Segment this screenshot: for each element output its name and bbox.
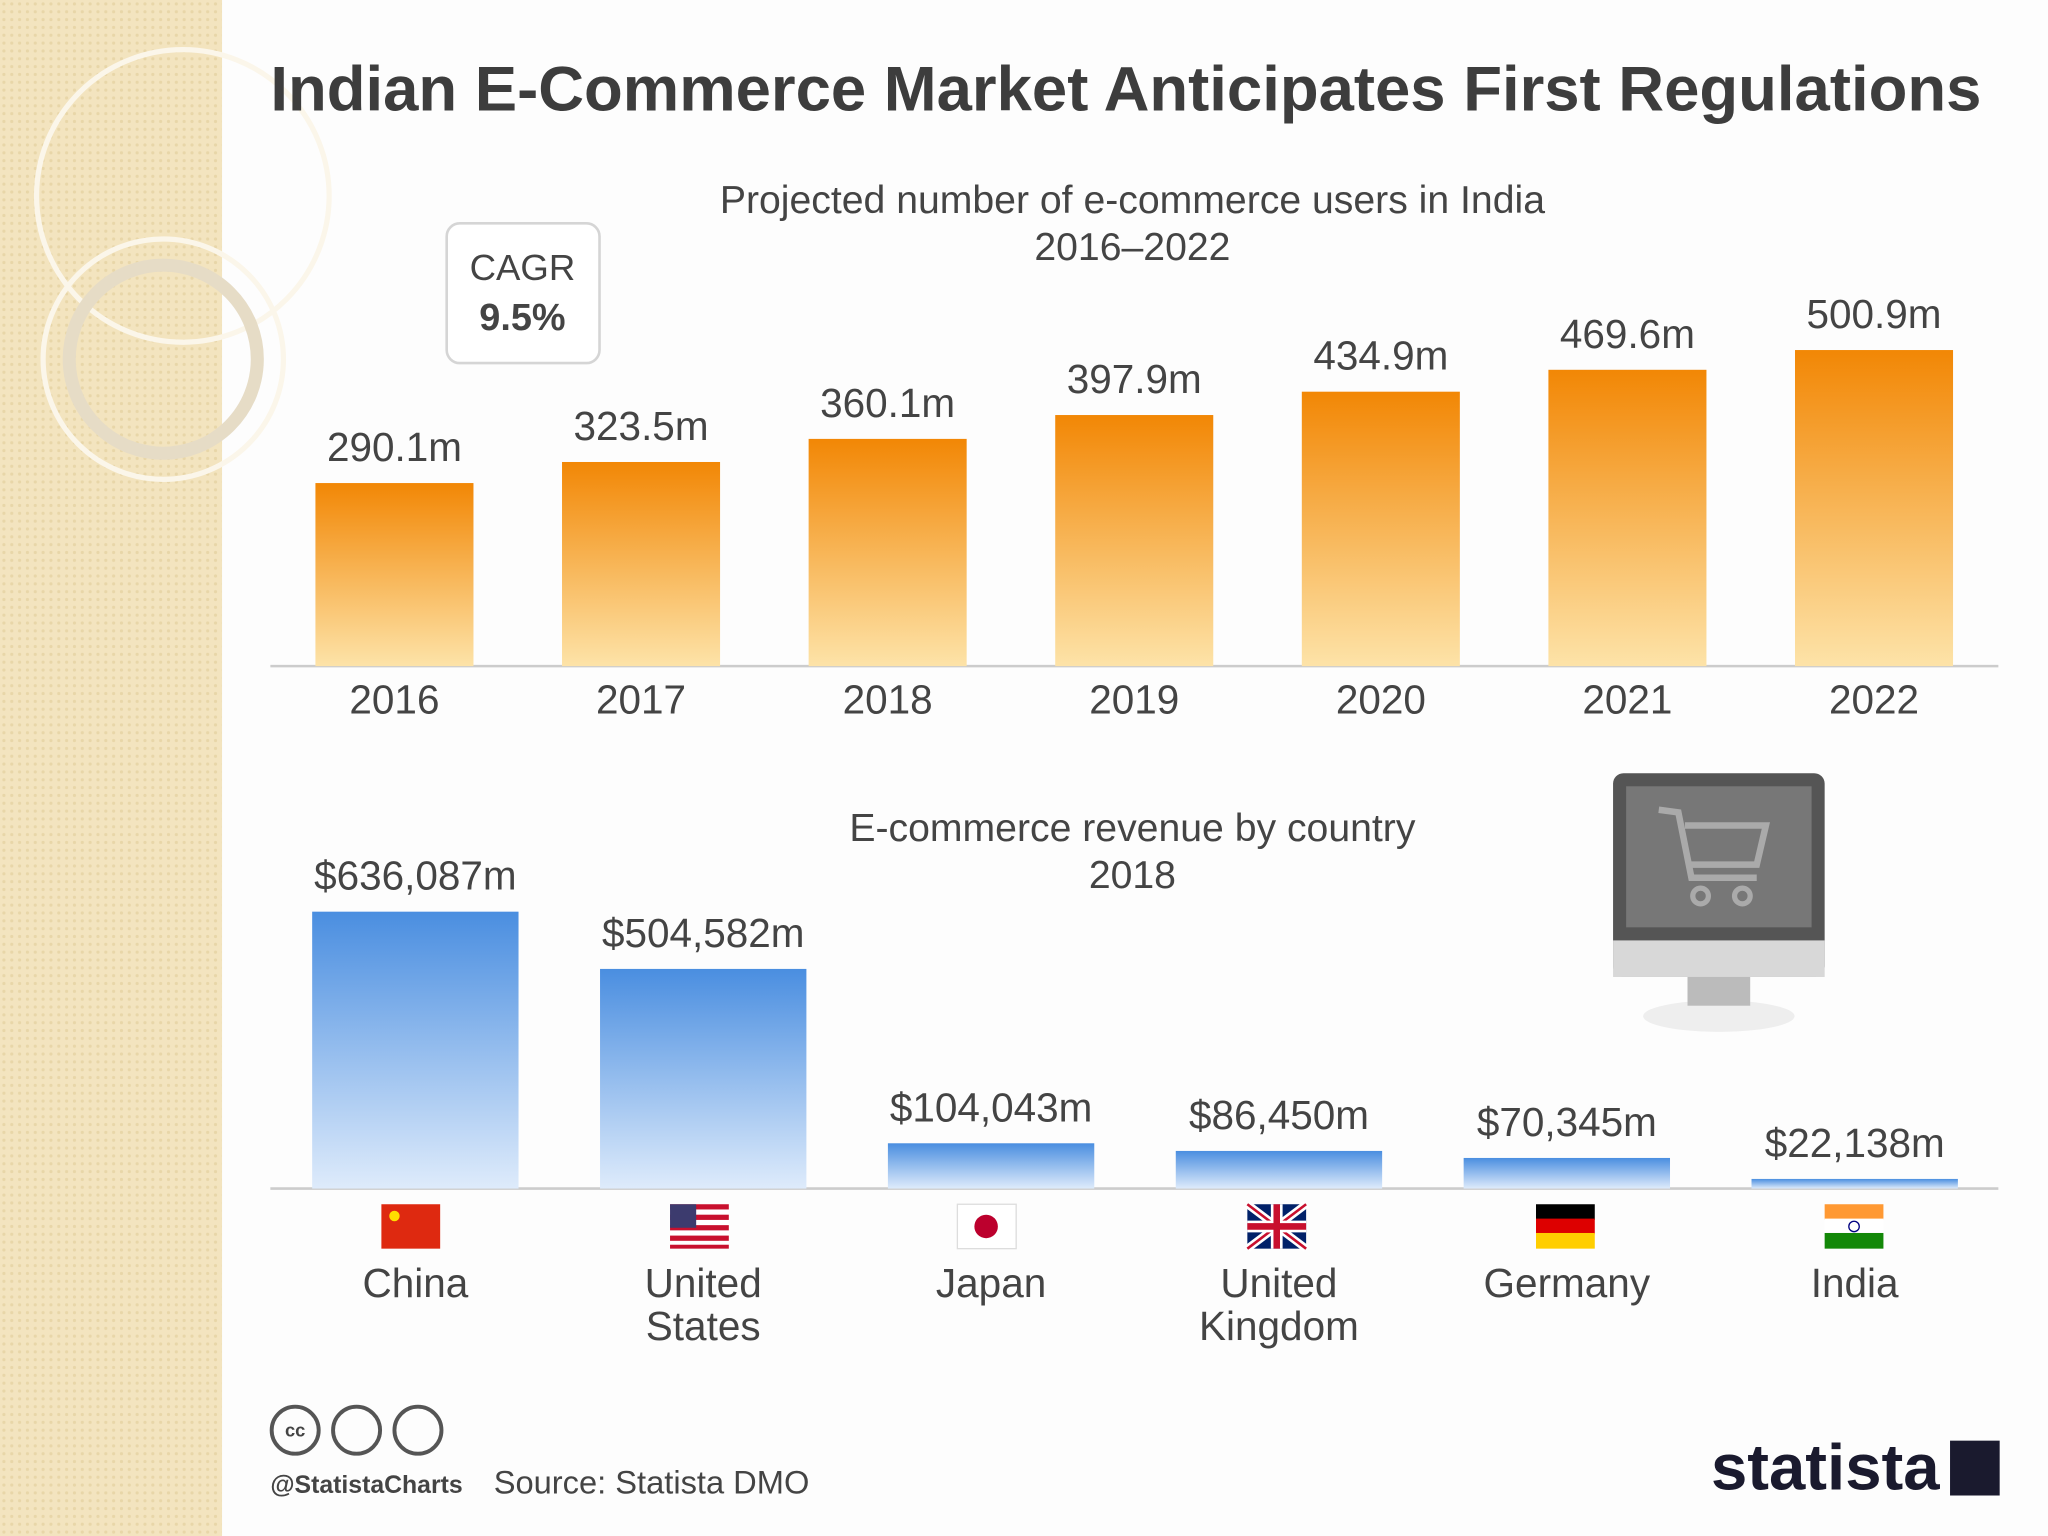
category-label: 2021 [1582,676,1672,722]
monitor-icon [1613,773,1825,1032]
bar [808,438,967,667]
cc-icons [269,1404,444,1456]
value-label: 290.1m [327,424,462,470]
value-label: 360.1m [820,380,955,426]
bar [312,911,519,1189]
flags [381,1201,1884,1252]
cc-symbol: cc [285,1419,305,1440]
value-label: 500.9m [1807,291,1942,337]
bar [562,461,721,667]
value-label: $504,582m [602,910,805,956]
category-label: 2020 [1336,676,1426,722]
category-label-box: United States [644,1261,762,1350]
category-label: Japan [935,1261,1047,1307]
category-label: India [1810,1261,1899,1307]
category-label: 2022 [1829,676,1919,722]
bar [1301,391,1460,667]
bar [1463,1157,1671,1189]
category-label: Germany [1483,1261,1651,1307]
category-label-box: India [1810,1261,1899,1307]
value-label: $86,450m [1189,1092,1369,1138]
category-label: 2017 [596,676,686,722]
value-label: 397.9m [1067,356,1202,402]
value-label: $22,138m [1765,1120,1945,1166]
chart-subtitle: 2018 [1089,854,1176,897]
value-label: 469.6m [1560,311,1695,357]
chart-title: Projected number of e-commerce users in … [720,179,1545,222]
main-title: Indian E-Commerce Market Anticipates Fir… [270,55,1981,125]
bar [1795,350,1954,667]
bar [315,483,474,667]
category-label: United Kingdom [1199,1261,1359,1350]
category-label: 2018 [843,676,933,722]
bar [1548,369,1707,667]
category-label-box: China [362,1261,469,1307]
bar [600,968,807,1189]
credit: @StatistaCharts [270,1472,462,1499]
bar [1751,1178,1958,1189]
value-label: $104,043m [890,1084,1093,1130]
cagr-label: CAGR [470,247,576,288]
bar [1175,1150,1383,1189]
category-label-box: United Kingdom [1199,1261,1359,1350]
category-label-box: Japan [935,1261,1047,1307]
cagr-value: 9.5% [479,297,565,339]
chart-title: E-commerce revenue by country [849,807,1415,850]
cagr-box [445,222,601,365]
decor-circles [33,47,332,482]
value-label: $70,345m [1477,1099,1657,1145]
brand: statista [1711,1430,1940,1503]
chart-subtitle: 2016–2022 [1034,226,1230,269]
value-label: $636,087m [314,853,517,899]
source: Source: Statista DMO [494,1464,810,1501]
category-label: 2019 [1089,676,1179,722]
category-label: United States [644,1261,762,1350]
side-panel [0,0,223,1536]
bar [1055,415,1214,667]
value-label: 434.9m [1313,333,1448,379]
category-label-box: Germany [1483,1261,1651,1307]
bar [887,1143,1095,1189]
value-label: 323.5m [574,403,709,449]
category-label: China [362,1261,469,1307]
category-label: 2016 [349,676,439,722]
brand-logo [1950,1440,2000,1496]
